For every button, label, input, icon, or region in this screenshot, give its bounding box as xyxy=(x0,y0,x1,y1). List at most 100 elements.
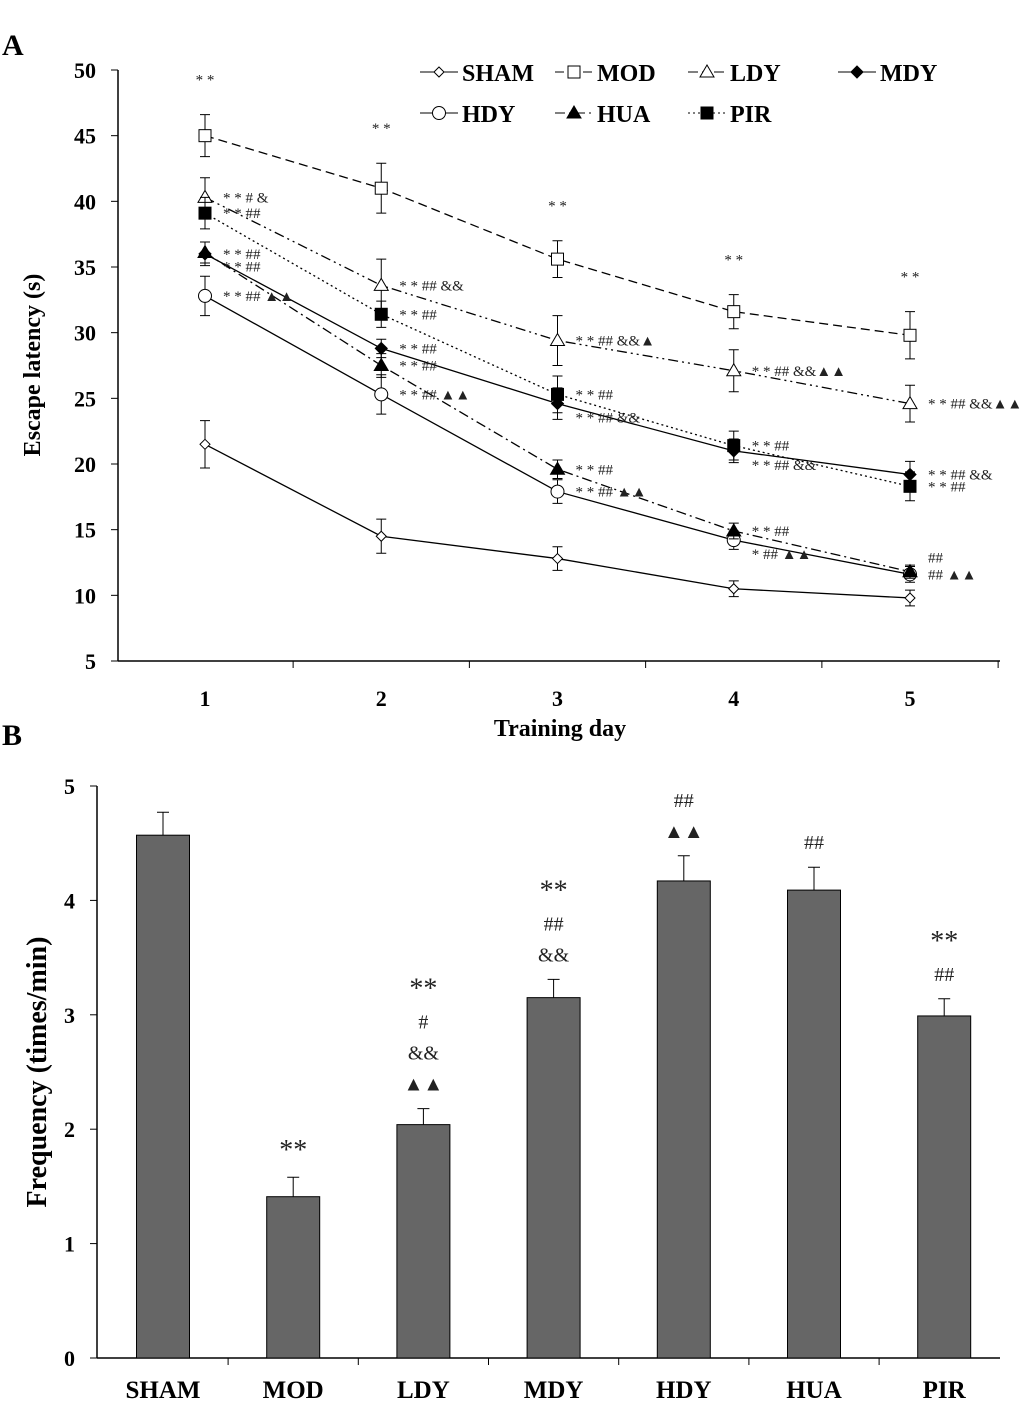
error-bar xyxy=(938,998,951,1016)
y-tick-label: 10 xyxy=(74,583,96,608)
data-point xyxy=(374,387,389,402)
data-point xyxy=(727,439,741,453)
series-line xyxy=(204,135,911,336)
legend-marker xyxy=(433,66,445,78)
bar-sham xyxy=(136,834,190,1359)
series-pir xyxy=(198,196,917,502)
legend-label: PIR xyxy=(730,102,772,128)
data-point xyxy=(375,530,387,542)
data-point xyxy=(725,362,742,377)
legend-label: SHAM xyxy=(462,61,534,87)
panel-b-label: B xyxy=(2,719,22,752)
significance-annotation: * * xyxy=(548,199,567,215)
x-tick-label: LDY xyxy=(397,1377,450,1404)
significance-annotation: ## xyxy=(928,551,944,567)
legend-marker xyxy=(699,64,715,78)
x-tick-label: HUA xyxy=(786,1377,842,1404)
significance-annotation: * * ## xyxy=(399,341,437,357)
legend-item-mdy: MDY xyxy=(838,61,937,87)
y-tick-label: 3 xyxy=(64,1003,75,1028)
bar-hdy xyxy=(656,880,711,1359)
y-tick-label: 2 xyxy=(64,1117,75,1142)
significance-annotation: ▲▲ xyxy=(664,821,704,843)
bar-ldy xyxy=(396,1124,451,1359)
significance-annotation: ** xyxy=(409,974,437,1005)
y-tick-label: 5 xyxy=(64,774,75,799)
y-axis-label: Escape latency (s) xyxy=(20,274,46,457)
data-point xyxy=(904,592,916,604)
data-point xyxy=(903,479,917,493)
data-point xyxy=(727,305,741,319)
error-bar xyxy=(808,866,820,891)
data-point xyxy=(199,438,211,451)
significance-annotation: ## ▲▲ xyxy=(928,567,976,583)
error-bar xyxy=(547,978,560,998)
y-tick-label: 50 xyxy=(74,58,96,83)
data-point xyxy=(197,244,213,259)
legend-item-hua: HUA xyxy=(555,102,651,128)
legend-marker xyxy=(566,105,582,119)
significance-annotation: ** xyxy=(540,875,568,906)
x-tick-label: 3 xyxy=(552,686,563,711)
data-point xyxy=(549,461,566,475)
legend-label: LDY xyxy=(730,61,781,87)
significance-annotation: * * ## ▲▲ xyxy=(223,289,294,305)
significance-annotation: * * ## xyxy=(223,206,261,222)
significance-annotation: * * ## && xyxy=(928,468,993,484)
y-tick-label: 25 xyxy=(74,386,96,411)
panel-a-label: A xyxy=(2,29,24,62)
bar-mod xyxy=(266,1196,321,1359)
significance-annotation: * * ## ▲▲ xyxy=(399,387,470,403)
bar-hua xyxy=(787,889,841,1359)
x-tick-label: SHAM xyxy=(126,1377,201,1404)
data-point xyxy=(550,484,565,499)
series-hua xyxy=(197,241,918,579)
series-ldy xyxy=(197,177,918,423)
y-tick-label: 1 xyxy=(64,1232,75,1257)
significance-annotation: * ## ▲▲ xyxy=(752,547,812,563)
significance-annotation: * * ## xyxy=(928,479,966,495)
legend-label: HDY xyxy=(462,102,515,128)
error-bar xyxy=(677,855,690,881)
data-point xyxy=(549,332,566,347)
error-bar xyxy=(417,1108,430,1125)
significance-annotation: * * ## xyxy=(223,260,261,276)
error-bar xyxy=(287,1176,300,1197)
x-tick-label: 1 xyxy=(200,686,211,711)
data-point xyxy=(374,307,388,321)
significance-annotation: * * xyxy=(196,73,215,89)
data-point xyxy=(728,583,740,595)
x-tick-label: 5 xyxy=(905,686,916,711)
significance-annotation: * * ## xyxy=(576,387,614,403)
data-point xyxy=(725,522,742,537)
data-point xyxy=(374,181,388,195)
significance-annotation: ## xyxy=(934,964,954,986)
series-mod xyxy=(198,114,917,360)
significance-annotation: * * ## &&▲▲ xyxy=(752,364,846,380)
significance-annotation: * * ## && xyxy=(576,411,641,427)
legend-label: MDY xyxy=(880,61,937,87)
significance-annotation: * * ## && xyxy=(752,458,817,474)
y-tick-label: 40 xyxy=(74,189,96,214)
error-bar xyxy=(157,811,169,836)
data-point xyxy=(198,206,212,220)
bar-pir xyxy=(917,1015,972,1359)
data-point xyxy=(198,129,212,143)
x-tick-label: 2 xyxy=(376,686,387,711)
significance-annotation: ## xyxy=(674,790,694,812)
data-point xyxy=(373,357,390,371)
legend-marker xyxy=(700,106,714,120)
x-tick-label: MDY xyxy=(524,1377,584,1404)
x-tick-label: PIR xyxy=(923,1377,967,1404)
bar-mdy xyxy=(526,997,581,1359)
y-tick-label: 30 xyxy=(74,321,96,346)
bar-chart-panel-b: 0 1 2 3 4 5 Frequency (times/min) SHAM MOD ** LDY *… xyxy=(22,774,1000,1404)
significance-annotation: * * ## xyxy=(399,307,437,323)
x-axis-label: Training day xyxy=(494,716,626,742)
significance-annotation: * * ## xyxy=(752,524,790,540)
significance-annotation: * * ## &&▲▲ xyxy=(928,397,1022,413)
series-sham xyxy=(199,420,916,607)
significance-annotation: ** xyxy=(930,926,958,957)
x-tick-label: MOD xyxy=(263,1377,324,1404)
